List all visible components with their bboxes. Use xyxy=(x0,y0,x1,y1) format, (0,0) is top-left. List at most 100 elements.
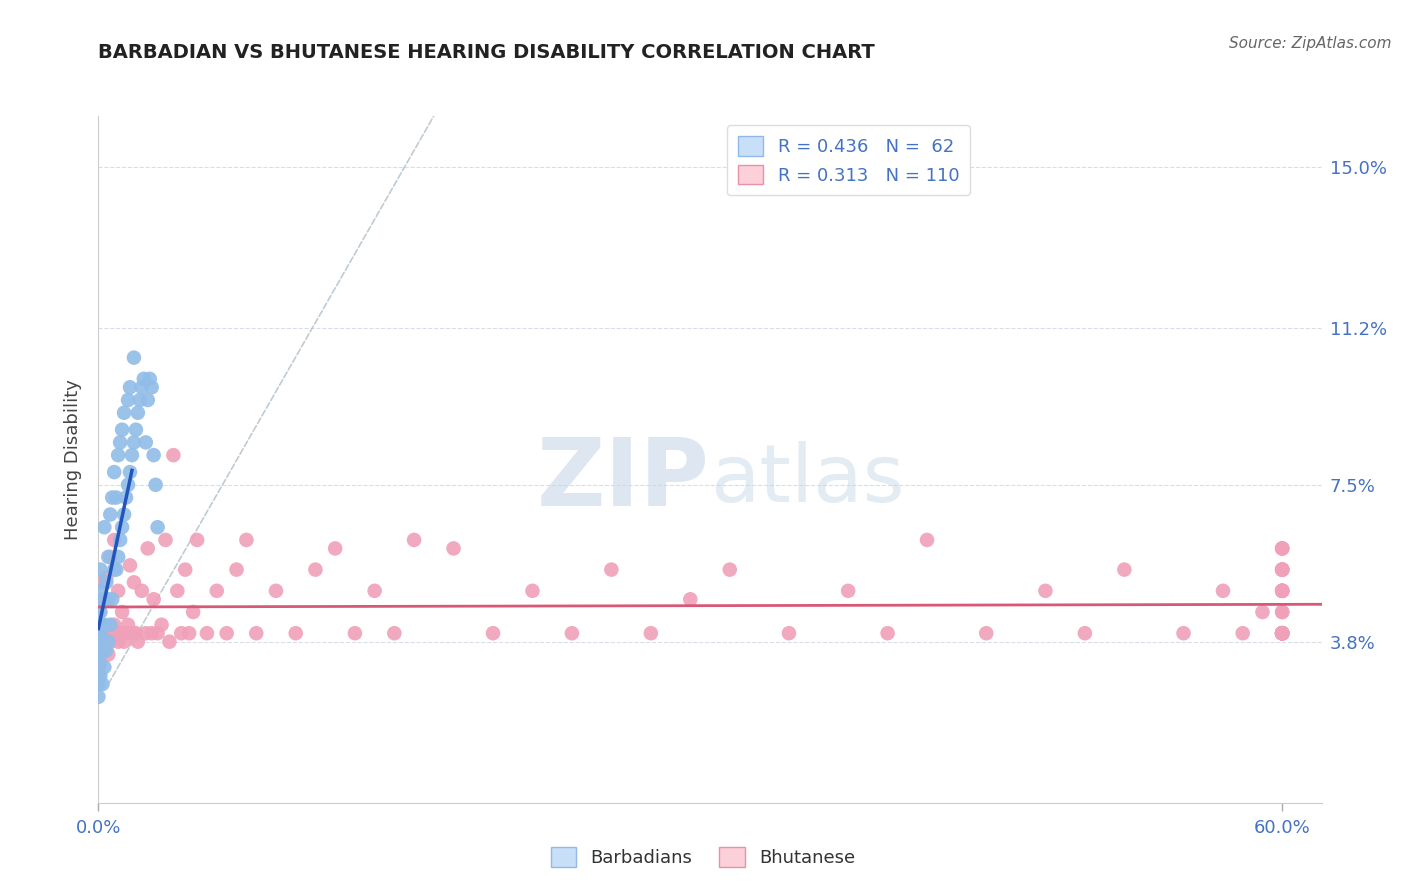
Legend: Barbadians, Bhutanese: Barbadians, Bhutanese xyxy=(544,839,862,874)
Point xyxy=(89,656,111,670)
Text: BARBADIAN VS BHUTANESE HEARING DISABILITY CORRELATION CHART: BARBADIAN VS BHUTANESE HEARING DISABILIT… xyxy=(98,44,875,62)
Text: atlas: atlas xyxy=(710,441,904,519)
Point xyxy=(159,634,181,648)
Point xyxy=(1271,626,1294,640)
Point xyxy=(87,690,110,704)
Point xyxy=(600,563,623,577)
Point xyxy=(93,660,115,674)
Point xyxy=(141,626,163,640)
Point xyxy=(118,558,141,573)
Point xyxy=(111,423,134,437)
Point xyxy=(170,626,193,640)
Point xyxy=(1271,583,1294,598)
Point xyxy=(150,617,173,632)
Point xyxy=(205,583,228,598)
Point xyxy=(91,575,114,590)
Point xyxy=(89,626,111,640)
Point xyxy=(146,626,169,640)
Point xyxy=(1271,626,1294,640)
Point xyxy=(93,634,115,648)
Point xyxy=(111,605,134,619)
Point xyxy=(343,626,366,640)
Point xyxy=(105,563,128,577)
Point xyxy=(93,520,115,534)
Point xyxy=(1035,583,1057,598)
Point xyxy=(679,592,702,607)
Point xyxy=(98,508,121,522)
Point xyxy=(111,520,134,534)
Point xyxy=(89,648,111,662)
Point xyxy=(1271,605,1294,619)
Point xyxy=(1271,626,1294,640)
Point xyxy=(1271,626,1294,640)
Point xyxy=(146,520,169,534)
Point xyxy=(974,626,997,640)
Point xyxy=(186,533,208,547)
Point xyxy=(101,491,124,505)
Point xyxy=(107,634,129,648)
Point xyxy=(117,617,139,632)
Point xyxy=(128,392,150,407)
Point xyxy=(162,448,184,462)
Point xyxy=(142,592,165,607)
Point xyxy=(1271,583,1294,598)
Point xyxy=(115,491,138,505)
Point xyxy=(91,592,114,607)
Point xyxy=(97,592,120,607)
Point xyxy=(1271,583,1294,598)
Point xyxy=(166,583,188,598)
Point xyxy=(125,423,148,437)
Point xyxy=(1271,605,1294,619)
Point xyxy=(135,626,157,640)
Point xyxy=(98,634,121,648)
Point xyxy=(363,583,385,598)
Point xyxy=(89,605,111,619)
Point xyxy=(89,668,111,682)
Point xyxy=(91,634,114,648)
Point xyxy=(1271,541,1294,556)
Point xyxy=(1271,583,1294,598)
Point xyxy=(1271,626,1294,640)
Point xyxy=(87,639,110,653)
Point xyxy=(108,533,131,547)
Point xyxy=(96,643,118,657)
Point xyxy=(136,541,159,556)
Point xyxy=(97,648,120,662)
Point xyxy=(1271,541,1294,556)
Point xyxy=(718,563,741,577)
Point xyxy=(138,372,160,386)
Point xyxy=(1173,626,1195,640)
Point xyxy=(1271,626,1294,640)
Point xyxy=(87,668,110,682)
Text: ZIP: ZIP xyxy=(537,434,710,526)
Point xyxy=(108,626,131,640)
Point xyxy=(482,626,505,640)
Point xyxy=(121,626,143,640)
Point xyxy=(561,626,583,640)
Point xyxy=(118,380,141,394)
Point xyxy=(97,549,120,564)
Point xyxy=(284,626,307,640)
Point xyxy=(382,626,405,640)
Point xyxy=(225,563,247,577)
Point xyxy=(142,448,165,462)
Point xyxy=(105,626,128,640)
Point xyxy=(1271,563,1294,577)
Point xyxy=(101,626,124,640)
Point xyxy=(105,491,128,505)
Point xyxy=(915,533,938,547)
Point xyxy=(108,435,131,450)
Point xyxy=(103,533,125,547)
Point xyxy=(112,634,135,648)
Point xyxy=(127,406,149,420)
Point xyxy=(87,626,110,640)
Point xyxy=(1271,626,1294,640)
Point xyxy=(93,592,115,607)
Point xyxy=(87,660,110,674)
Point xyxy=(103,465,125,479)
Point xyxy=(117,478,139,492)
Point xyxy=(876,626,898,640)
Point xyxy=(1271,626,1294,640)
Point xyxy=(107,448,129,462)
Point xyxy=(1271,626,1294,640)
